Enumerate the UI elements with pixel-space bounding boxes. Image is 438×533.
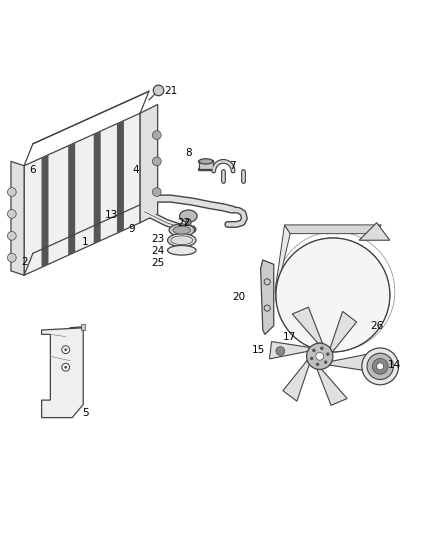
- Text: 1: 1: [82, 237, 89, 247]
- Polygon shape: [292, 307, 322, 343]
- Ellipse shape: [173, 226, 191, 234]
- Polygon shape: [117, 120, 124, 233]
- Circle shape: [7, 253, 16, 262]
- Polygon shape: [81, 324, 85, 330]
- Text: 21: 21: [164, 86, 177, 96]
- Circle shape: [152, 157, 161, 166]
- Polygon shape: [317, 369, 347, 406]
- Polygon shape: [42, 328, 83, 418]
- Text: 9: 9: [128, 224, 135, 235]
- Polygon shape: [283, 360, 309, 401]
- Circle shape: [152, 131, 161, 140]
- Text: 26: 26: [370, 321, 383, 330]
- Text: 24: 24: [151, 246, 164, 256]
- Polygon shape: [11, 161, 24, 275]
- Ellipse shape: [186, 219, 191, 227]
- Polygon shape: [275, 225, 290, 295]
- Circle shape: [326, 352, 329, 356]
- Circle shape: [362, 348, 399, 385]
- Circle shape: [307, 343, 333, 369]
- Text: 8: 8: [185, 148, 192, 158]
- Circle shape: [372, 359, 388, 374]
- Text: 15: 15: [252, 345, 265, 355]
- Polygon shape: [24, 113, 140, 275]
- Circle shape: [152, 188, 161, 197]
- Polygon shape: [330, 311, 357, 352]
- FancyBboxPatch shape: [199, 161, 213, 169]
- Circle shape: [377, 363, 384, 370]
- Text: 7: 7: [229, 161, 236, 171]
- Polygon shape: [269, 342, 310, 359]
- Text: 14: 14: [388, 360, 401, 370]
- Circle shape: [316, 352, 324, 360]
- Circle shape: [320, 346, 324, 350]
- Polygon shape: [359, 223, 390, 240]
- Text: 6: 6: [29, 165, 36, 175]
- Circle shape: [276, 346, 285, 356]
- Circle shape: [64, 366, 67, 368]
- Polygon shape: [68, 143, 75, 255]
- Polygon shape: [329, 354, 370, 371]
- Polygon shape: [140, 104, 158, 223]
- Circle shape: [7, 188, 16, 197]
- Circle shape: [367, 353, 393, 379]
- Circle shape: [64, 349, 67, 351]
- Text: 4: 4: [132, 165, 139, 175]
- Circle shape: [7, 231, 16, 240]
- Polygon shape: [261, 260, 274, 334]
- Circle shape: [153, 85, 164, 96]
- Ellipse shape: [199, 159, 213, 164]
- Circle shape: [276, 238, 390, 352]
- Ellipse shape: [180, 210, 197, 222]
- Ellipse shape: [167, 233, 196, 247]
- Polygon shape: [42, 155, 49, 268]
- Circle shape: [310, 357, 314, 360]
- Text: 25: 25: [151, 258, 164, 268]
- Polygon shape: [285, 225, 381, 233]
- Text: 5: 5: [82, 408, 89, 418]
- Text: 2: 2: [21, 257, 28, 267]
- Text: 23: 23: [151, 234, 164, 244]
- Text: 20: 20: [232, 292, 245, 302]
- Circle shape: [7, 209, 16, 219]
- Text: 17: 17: [283, 332, 296, 342]
- Ellipse shape: [167, 246, 196, 255]
- Text: 22: 22: [177, 217, 191, 228]
- Polygon shape: [94, 131, 101, 244]
- Circle shape: [312, 349, 316, 352]
- Ellipse shape: [169, 224, 194, 236]
- Circle shape: [324, 360, 327, 364]
- Circle shape: [316, 362, 319, 366]
- Text: 13: 13: [105, 210, 118, 220]
